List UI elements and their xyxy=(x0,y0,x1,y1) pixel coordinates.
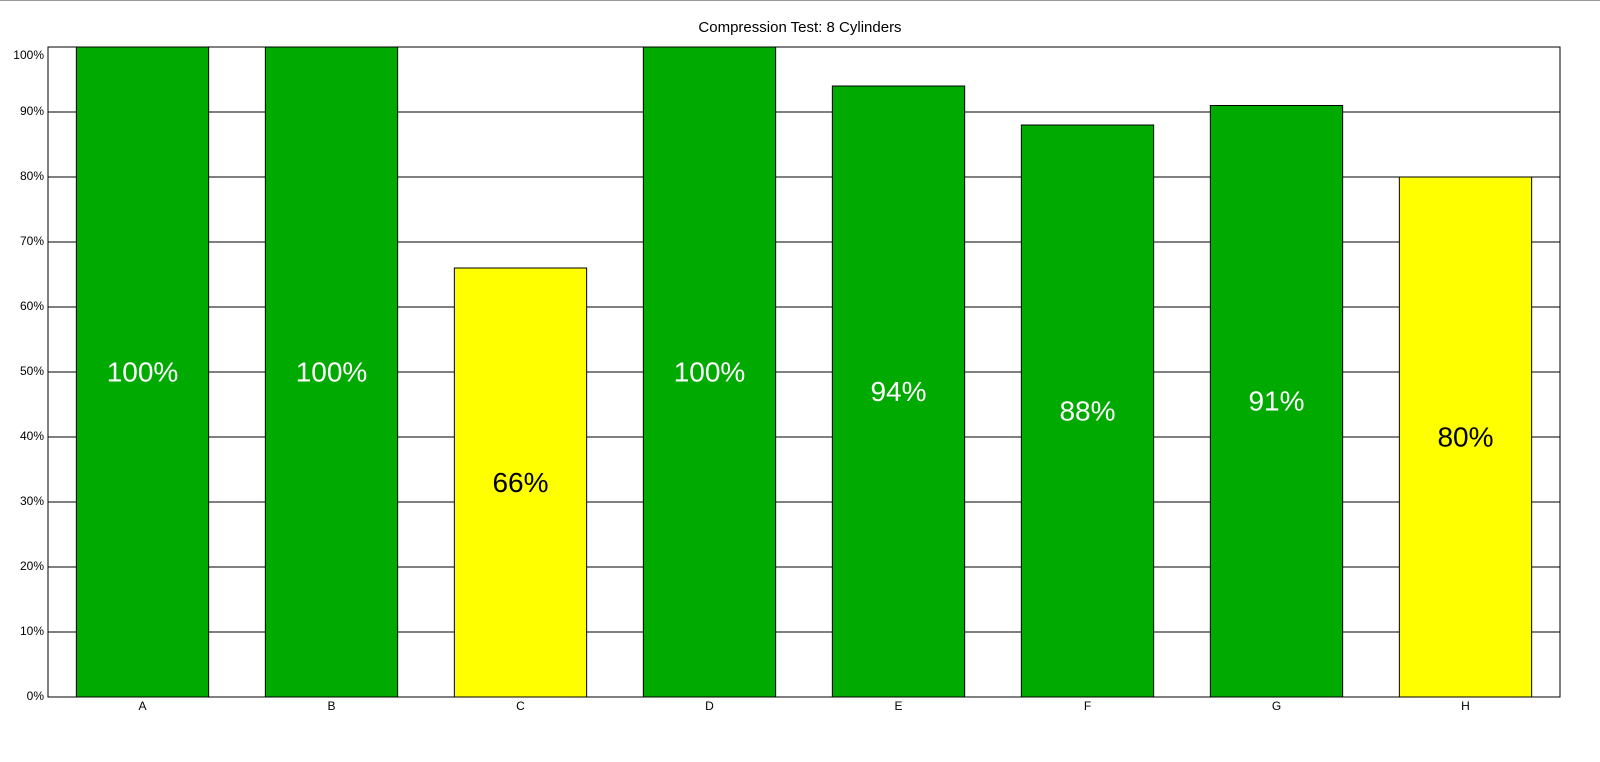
y-tick-label: 20% xyxy=(20,559,44,573)
x-tick-label: D xyxy=(705,699,714,713)
x-tick-label: B xyxy=(327,699,335,713)
data-label: 91% xyxy=(1248,386,1304,417)
bar xyxy=(1398,176,1533,698)
y-tick-label: 0% xyxy=(27,689,45,703)
y-tick-label: 70% xyxy=(20,234,44,248)
y-tick-label: 40% xyxy=(20,429,44,443)
x-tick-label: G xyxy=(1272,699,1281,713)
bar xyxy=(1020,124,1155,698)
y-tick-label: 60% xyxy=(20,299,44,313)
y-tick-label: 90% xyxy=(20,104,44,118)
x-tick-label: F xyxy=(1084,699,1091,713)
x-tick-label: E xyxy=(894,699,902,713)
plot-frame xyxy=(47,46,1561,698)
y-tick-label: 80% xyxy=(20,169,44,183)
data-label: 66% xyxy=(492,467,548,498)
data-label: 100% xyxy=(296,356,368,387)
bar xyxy=(1209,105,1344,698)
data-label: 80% xyxy=(1437,421,1493,452)
y-tick-label: 30% xyxy=(20,494,44,508)
bar xyxy=(264,46,399,698)
bar xyxy=(75,46,210,698)
chart-title: Compression Test: 8 Cylinders xyxy=(698,19,901,36)
data-label: 94% xyxy=(870,376,926,407)
y-tick-label: 50% xyxy=(20,364,44,378)
bar xyxy=(642,46,777,698)
y-tick-label: 10% xyxy=(20,624,44,638)
bar xyxy=(831,85,966,698)
x-tick-label: H xyxy=(1461,699,1470,713)
x-tick-label: C xyxy=(516,699,525,713)
data-label: 100% xyxy=(107,356,179,387)
bar xyxy=(453,267,588,698)
data-label: 88% xyxy=(1059,395,1115,426)
x-tick-label: A xyxy=(138,699,146,713)
data-label: 100% xyxy=(674,356,746,387)
y-tick-label: 100% xyxy=(13,48,44,62)
